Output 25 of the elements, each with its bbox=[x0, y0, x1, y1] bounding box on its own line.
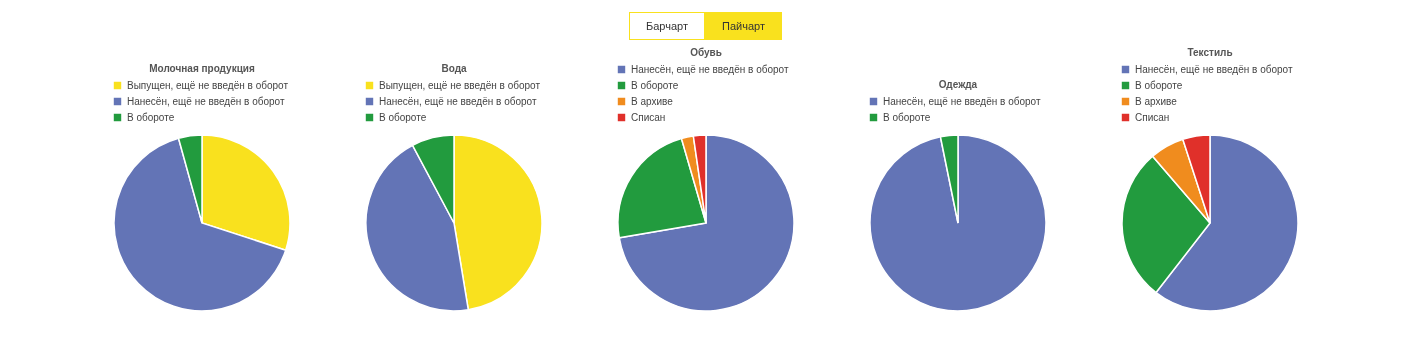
legend-label: В обороте bbox=[126, 111, 175, 123]
legend-label: В обороте bbox=[630, 79, 679, 91]
legend-label: Нанесён, ещё не введён в оборот bbox=[882, 95, 1041, 107]
legend-label: В архиве bbox=[1134, 95, 1177, 107]
chart-title: Вода bbox=[440, 63, 467, 74]
legend-label: Выпущен, ещё не введён в оборот bbox=[126, 79, 288, 91]
chart-title: Текстиль bbox=[1186, 47, 1233, 58]
legend-label: Выпущен, ещё не введён в оборот bbox=[378, 79, 540, 91]
legend-label: Нанесён, ещё не введён в оборот bbox=[630, 63, 789, 75]
legend-label: Нанесён, ещё не введён в оборот bbox=[378, 95, 537, 107]
legend-label: В обороте bbox=[882, 111, 931, 123]
text: Барчарт bbox=[629, 12, 706, 40]
legend-label: В обороте bbox=[1134, 79, 1183, 91]
pie-slice bbox=[618, 134, 795, 312]
legend-label: Списан bbox=[630, 111, 665, 123]
text: Пайчарт bbox=[705, 12, 782, 40]
chart-title: Одежда bbox=[938, 79, 978, 90]
chart-title: Обувь bbox=[689, 47, 722, 58]
legend-label: Нанесён, ещё не введён в оборот bbox=[1134, 63, 1293, 75]
chart-title: Молочная продукция bbox=[148, 63, 255, 74]
pie-slice bbox=[868, 134, 1047, 312]
legend-label: Нанесён, ещё не введён в оборот bbox=[126, 95, 285, 107]
legend-label: В архиве bbox=[630, 95, 673, 107]
legend-label: Списан bbox=[1134, 111, 1169, 123]
legend-label: В обороте bbox=[378, 111, 427, 123]
